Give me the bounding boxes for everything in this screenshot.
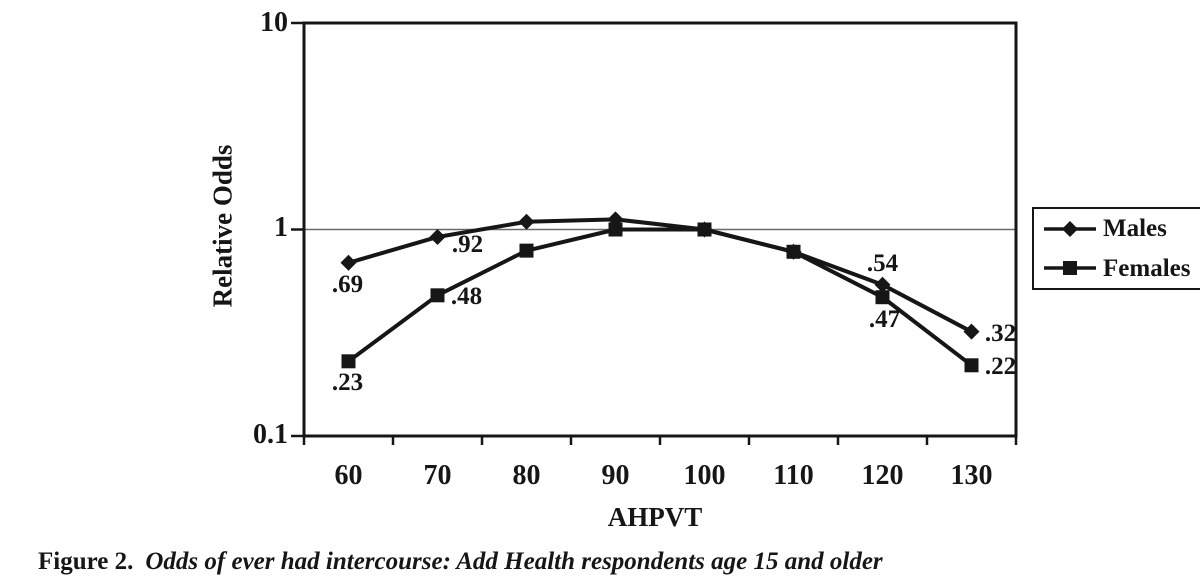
figure-caption: Figure 2. Odds of ever had intercourse: A… bbox=[38, 548, 883, 576]
legend-item-males: Males bbox=[1043, 216, 1200, 241]
caption-text: Odds of ever had intercourse: Add Health… bbox=[145, 548, 883, 575]
square-marker bbox=[875, 290, 890, 305]
diamond-marker bbox=[963, 323, 980, 340]
square-marker bbox=[786, 244, 801, 259]
x-tick-label: 110 bbox=[773, 460, 814, 491]
x-tick-label: 90 bbox=[601, 460, 630, 491]
point-value-label-females-60: .23 bbox=[331, 369, 364, 397]
x-tick-label: 70 bbox=[423, 460, 452, 491]
x-tick-label: 130 bbox=[950, 460, 993, 491]
point-value-label-females-130: .22 bbox=[984, 353, 1017, 381]
x-tick-label: 100 bbox=[683, 460, 726, 491]
square-marker bbox=[430, 288, 445, 303]
x-tick-label: 60 bbox=[334, 460, 363, 491]
square-marker bbox=[697, 222, 712, 237]
diamond-marker bbox=[429, 228, 446, 245]
y-tick-label-1: 1 bbox=[274, 212, 288, 243]
point-value-label-males-60: .69 bbox=[331, 270, 364, 298]
diamond-marker bbox=[518, 213, 535, 230]
males-line-diamond-icon bbox=[1044, 220, 1096, 237]
point-value-label-males-120: .54 bbox=[866, 249, 899, 277]
square-marker bbox=[1063, 261, 1077, 276]
point-value-label-females-120: .47 bbox=[868, 306, 901, 334]
square-marker bbox=[341, 354, 356, 369]
series-line-males bbox=[347, 217, 973, 334]
y-tick-label-0.1: 0.1 bbox=[253, 419, 288, 450]
square-marker bbox=[608, 222, 623, 237]
point-value-label-males-70: .92 bbox=[451, 230, 484, 258]
legend: Males Females bbox=[1032, 207, 1200, 290]
diamond-marker bbox=[874, 276, 891, 293]
caption-number: Figure 2. bbox=[38, 548, 134, 575]
females-line-square-icon bbox=[1044, 261, 1096, 276]
square-marker bbox=[964, 358, 979, 373]
x-tick-label: 80 bbox=[512, 460, 541, 491]
series-line-females bbox=[347, 227, 973, 367]
x-axis-title: AHPVT bbox=[607, 502, 703, 532]
square-marker bbox=[519, 243, 534, 258]
legend-label-males: Males bbox=[1103, 215, 1167, 243]
x-tick-label: 120 bbox=[861, 460, 904, 491]
y-axis-title: Relative Odds bbox=[207, 144, 238, 308]
y-tick-label-10: 10 bbox=[260, 7, 288, 38]
legend-item-females: Females bbox=[1043, 256, 1200, 281]
legend-label-females: Females bbox=[1103, 254, 1191, 282]
point-value-label-males-130: .32 bbox=[984, 319, 1017, 347]
point-value-label-females-70: .48 bbox=[450, 283, 483, 311]
diamond-marker bbox=[1062, 220, 1078, 237]
diamond-marker bbox=[340, 254, 357, 271]
